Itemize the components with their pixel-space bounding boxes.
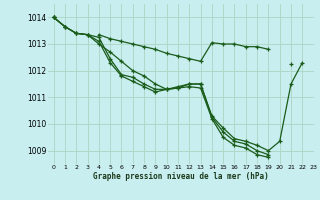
X-axis label: Graphe pression niveau de la mer (hPa): Graphe pression niveau de la mer (hPa) bbox=[93, 172, 269, 181]
